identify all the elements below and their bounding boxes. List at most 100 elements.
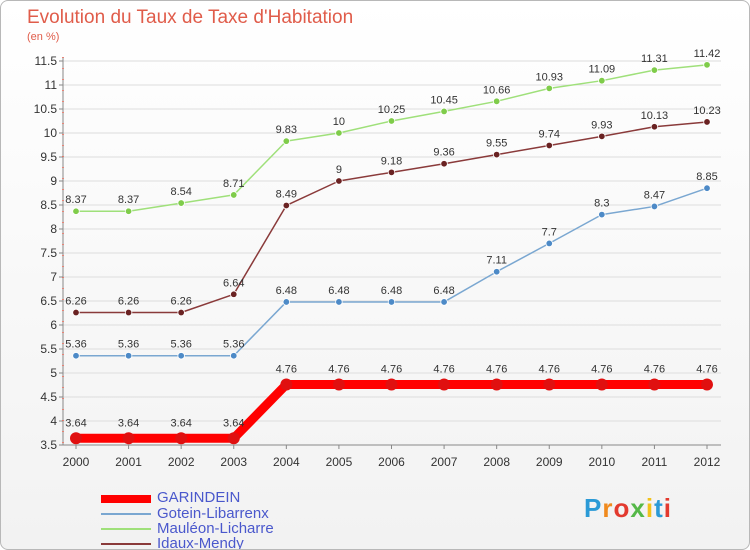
- data-label: 9.36: [433, 147, 454, 159]
- data-point: [230, 290, 238, 298]
- data-label: 11.42: [694, 48, 721, 60]
- data-point: [440, 107, 448, 116]
- data-point: [545, 84, 553, 93]
- legend-swatch: [101, 528, 151, 530]
- data-point: [598, 76, 606, 85]
- x-tick-label: 2000: [63, 455, 90, 469]
- data-point: [335, 298, 343, 306]
- data-label: 7.11: [486, 255, 507, 267]
- data-point: [703, 184, 711, 192]
- data-point: [177, 199, 185, 207]
- legend-swatch: [101, 543, 151, 545]
- logo-letter: r: [602, 493, 614, 523]
- data-point: [648, 378, 661, 391]
- logo-letter: o: [613, 493, 631, 523]
- data-point: [72, 207, 80, 215]
- data-label: 4.76: [539, 364, 560, 376]
- data-point: [438, 378, 451, 391]
- data-label: 6.26: [118, 296, 139, 308]
- data-point: [387, 298, 396, 306]
- data-point: [72, 352, 80, 360]
- data-label: 5.36: [170, 339, 191, 351]
- data-label: 10.25: [378, 104, 406, 116]
- data-label: 6.48: [276, 285, 297, 297]
- data-label: 4.76: [328, 364, 349, 376]
- data-label: 8.37: [65, 194, 86, 206]
- data-point: [598, 132, 606, 141]
- y-tick-label: 9.5: [40, 150, 57, 164]
- data-point: [230, 352, 238, 360]
- data-label: 9.93: [591, 119, 612, 131]
- y-tick-label: 6: [50, 318, 57, 332]
- data-point: [543, 378, 556, 391]
- x-tick-label: 2006: [378, 455, 405, 469]
- logo-letter: x: [630, 493, 646, 523]
- x-tick-label: 2004: [273, 455, 300, 469]
- data-point: [440, 160, 448, 168]
- data-label: 5.36: [118, 339, 139, 351]
- data-label: 4.76: [276, 364, 297, 376]
- data-label: 8.37: [118, 194, 139, 206]
- data-label: 4.76: [591, 364, 612, 376]
- y-tick-label: 5.5: [40, 342, 57, 356]
- data-label: 9.83: [276, 124, 297, 136]
- data-point: [124, 207, 133, 215]
- data-point: [545, 141, 553, 150]
- data-point: [124, 308, 133, 317]
- data-point: [701, 378, 713, 391]
- data-point: [122, 432, 135, 445]
- data-label: 11.31: [641, 53, 668, 65]
- data-label: 8.49: [276, 188, 297, 200]
- y-tick-label: 11.5: [35, 54, 58, 68]
- data-point: [650, 66, 659, 74]
- data-label: 10.93: [535, 71, 563, 83]
- data-label: 9.18: [381, 155, 402, 167]
- x-tick-label: 2010: [588, 455, 615, 469]
- legend-swatch: [101, 513, 151, 515]
- data-label: 3.64: [223, 417, 244, 429]
- data-point: [280, 378, 293, 391]
- series-line: [75, 121, 708, 314]
- x-tick-label: 2003: [220, 455, 247, 469]
- data-point: [282, 298, 291, 306]
- data-label: 4.76: [644, 364, 665, 376]
- y-tick-label: 4: [50, 414, 57, 428]
- data-label: 4.76: [696, 364, 717, 376]
- data-label: 5.36: [223, 339, 244, 351]
- y-tick-label: 8.5: [40, 198, 57, 212]
- data-label: 9.74: [539, 128, 560, 140]
- data-point: [72, 308, 80, 317]
- data-label: 8.47: [644, 189, 665, 201]
- y-tick-label: 7.5: [40, 246, 57, 260]
- data-label: 4.76: [433, 364, 454, 376]
- chart-subtitle: (en %): [27, 31, 60, 43]
- x-tick-label: 2008: [483, 455, 510, 469]
- data-point: [230, 191, 238, 199]
- data-label: 6.48: [381, 285, 402, 297]
- data-label: 6.48: [328, 285, 349, 297]
- data-label: 6.26: [170, 296, 191, 308]
- data-point: [282, 137, 291, 145]
- y-tick-label: 3.5: [40, 438, 57, 452]
- y-tick-label: 5: [50, 366, 57, 380]
- data-point: [440, 298, 448, 306]
- x-tick-label: 2002: [168, 455, 195, 469]
- data-point: [70, 432, 82, 445]
- data-point: [177, 352, 185, 360]
- data-point: [175, 432, 188, 445]
- x-tick-label: 2009: [536, 455, 563, 469]
- series-line: [75, 187, 708, 357]
- data-point: [335, 129, 343, 137]
- data-point: [703, 61, 711, 69]
- data-label: 6.48: [433, 285, 454, 297]
- data-point: [387, 168, 396, 177]
- data-label: 9.55: [486, 138, 507, 150]
- data-label: 3.64: [170, 417, 191, 429]
- series-line: [71, 380, 712, 443]
- proxiti-logo: Proxiti: [584, 493, 672, 524]
- legend-swatch: [101, 495, 151, 503]
- data-label: 3.64: [65, 417, 86, 429]
- data-point: [650, 123, 659, 131]
- legend-label: Idaux-Mendy: [157, 535, 244, 550]
- y-tick-label: 6.5: [40, 294, 57, 308]
